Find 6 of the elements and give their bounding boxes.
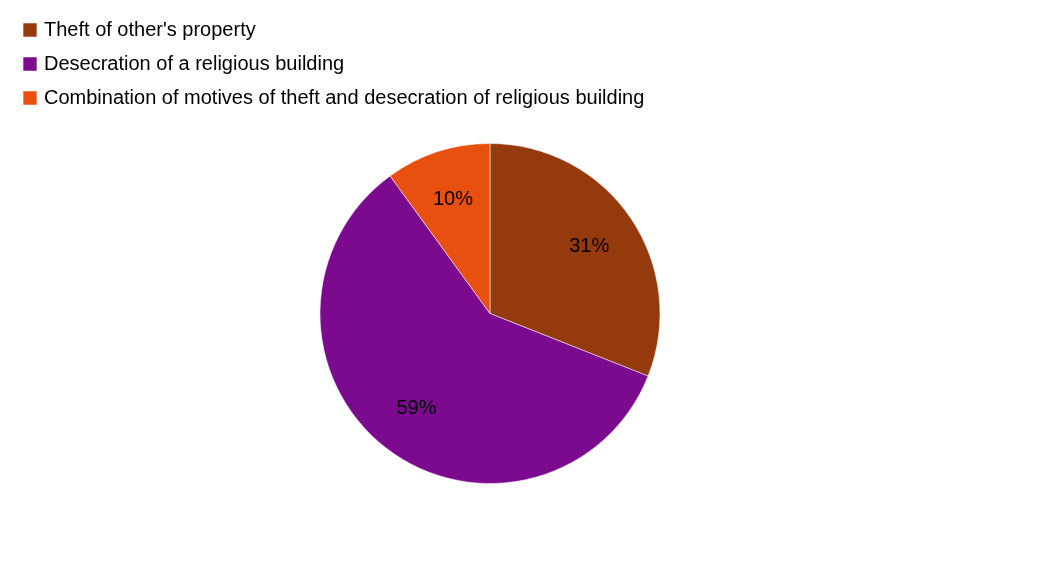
legend-label: Combination of motives of theft and desecration of religious building <box>44 86 645 108</box>
data-label: 59% <box>396 396 437 419</box>
data-label: 31% <box>569 234 610 257</box>
legend-label: Theft of other's property <box>44 18 256 40</box>
legend-label: Desecration of a religious building <box>44 52 345 74</box>
data-label: 10% <box>432 187 474 210</box>
